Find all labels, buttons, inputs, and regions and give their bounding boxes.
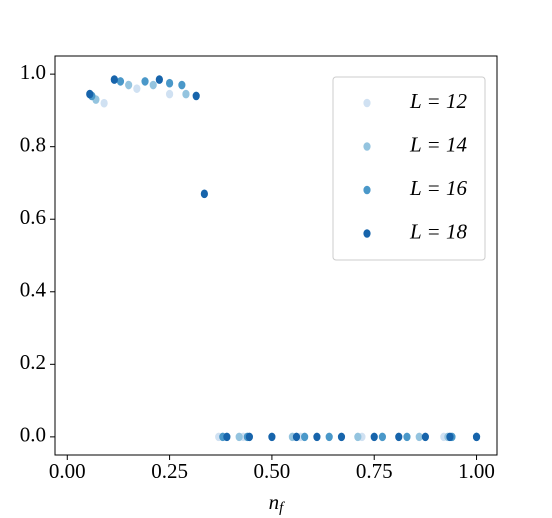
scatter-point [421, 432, 429, 442]
legend-label: L = 16 [409, 176, 467, 200]
scatter-point [235, 432, 243, 442]
scatter-point [192, 91, 200, 101]
scatter-point [125, 80, 133, 90]
scatter-point [403, 432, 411, 442]
scatter-point [378, 432, 387, 442]
scatter-point [110, 75, 118, 84]
scatter-point [141, 77, 149, 86]
y-tick-label: 0.4 [20, 278, 47, 302]
scatter-point [337, 432, 346, 442]
scatter-point [446, 432, 454, 442]
x-axis-label: nf [269, 490, 286, 517]
scatter-point [155, 75, 163, 84]
y-tick-label: 0.8 [20, 132, 46, 156]
scatter-point [165, 89, 174, 99]
scatter-point [268, 432, 276, 442]
legend-marker [363, 98, 371, 108]
legend-label: L = 18 [409, 219, 467, 243]
scatter-point [415, 432, 423, 442]
scatter-point [178, 80, 186, 90]
legend-marker [363, 185, 371, 195]
y-tick-label: 0.2 [20, 350, 46, 374]
scatter-point [149, 80, 157, 90]
scatter-point [301, 432, 309, 442]
scatter-point [182, 89, 190, 99]
y-tick-label: 0.6 [20, 205, 46, 229]
plot-frame [54, 55, 498, 456]
x-tick-label: 0.00 [49, 459, 86, 483]
scatter-point [325, 432, 333, 442]
x-tick-label: 1.00 [458, 459, 495, 483]
scatter-point [223, 432, 231, 442]
legend-marker [363, 142, 371, 151]
scatter-point [292, 432, 301, 442]
scatter-point [86, 89, 94, 99]
scatter-point [200, 189, 208, 199]
scatter-point [370, 432, 378, 442]
legend-label: L = 12 [409, 89, 467, 113]
scatter-point [245, 432, 253, 442]
legend-box [332, 76, 486, 261]
x-tick-label: 0.75 [356, 459, 393, 483]
scatter-point [133, 84, 141, 93]
scatter-point [116, 77, 125, 86]
scatter-point [165, 78, 174, 88]
legend-label: L = 14 [409, 132, 467, 156]
scatter-point [100, 98, 108, 108]
scatter-point [354, 432, 362, 442]
x-tick-label: 0.50 [254, 459, 291, 483]
legend-marker [363, 229, 371, 238]
scatter-point [313, 432, 321, 442]
y-tick-label: 1.0 [20, 60, 46, 84]
scatter-point [395, 432, 403, 442]
x-tick-label: 0.25 [151, 459, 188, 483]
y-tick-label: 0.0 [20, 423, 46, 447]
scatter-point [472, 432, 481, 442]
